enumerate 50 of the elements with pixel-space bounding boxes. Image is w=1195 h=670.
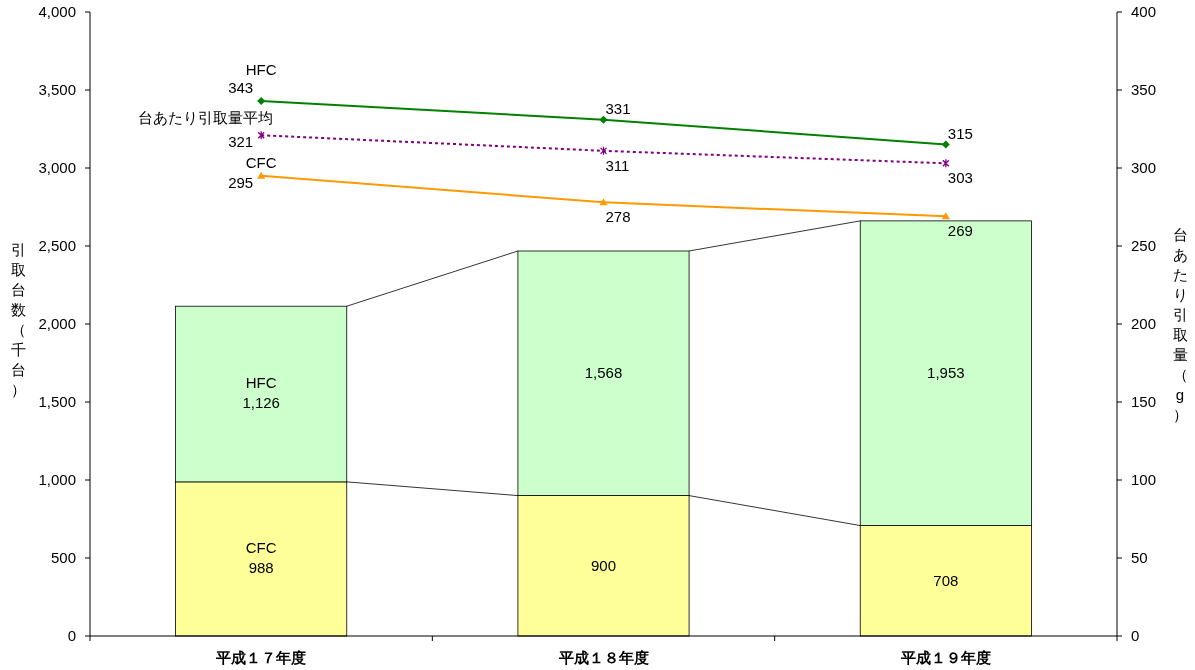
y2-tick-label: 250 — [1131, 237, 1157, 254]
data-label: 900 — [590, 556, 617, 574]
y2-tick-label: 200 — [1131, 315, 1157, 332]
y2-tick-label: 0 — [1131, 627, 1140, 644]
data-label: 331 — [605, 99, 631, 117]
x-tick-label: 平成１７年度 — [215, 649, 307, 666]
text: 台あたり引取量（g） — [1172, 226, 1188, 423]
y2-tick-label: 400 — [1131, 3, 1157, 20]
point — [257, 96, 266, 105]
data-label: 1,126 — [242, 394, 280, 412]
data-label: 1,953 — [927, 364, 965, 382]
y-tick-label: 2,000 — [38, 315, 76, 332]
y-tick-label: 2,500 — [38, 237, 76, 254]
point — [599, 146, 608, 156]
series-label: CFC — [245, 538, 277, 556]
data-label: 321 — [228, 133, 254, 151]
y2-tick-label: 300 — [1131, 159, 1157, 176]
data-label: 988 — [248, 558, 274, 576]
y-tick-label: 500 — [50, 549, 76, 566]
point — [942, 158, 950, 168]
data-label: 303 — [947, 169, 973, 187]
y-axis-title: 引取台数（千台） — [10, 241, 26, 398]
point — [257, 130, 265, 140]
data-label: 343 — [228, 78, 254, 96]
series-label: CFC — [245, 153, 277, 171]
y-tick-label: 4,000 — [38, 3, 76, 20]
y-tick-label: 1,500 — [38, 393, 76, 410]
x-tick-label: 平成１８年度 — [557, 649, 649, 666]
data-label: 1,568 — [584, 364, 623, 382]
y-tick-label: 0 — [67, 627, 76, 644]
data-label: 311 — [605, 156, 630, 174]
y2-tick-label: 350 — [1131, 81, 1157, 98]
data-label: 315 — [947, 124, 973, 142]
data-label: 278 — [605, 208, 631, 226]
data-label: 708 — [933, 571, 959, 589]
x-tick-label: 平成１９年度 — [899, 649, 991, 666]
point — [257, 171, 266, 179]
data-label: 295 — [228, 173, 254, 191]
data-label: 269 — [947, 222, 973, 240]
y2-tick-label: 50 — [1131, 549, 1148, 566]
y2-tick-label: 100 — [1131, 471, 1157, 488]
series-label: 台あたり引取量平均 — [138, 109, 274, 127]
series-label: HFC — [245, 60, 277, 78]
series-label: HFC — [245, 374, 277, 392]
y2-tick-label: 150 — [1131, 393, 1157, 410]
point — [599, 115, 608, 124]
point — [941, 140, 950, 149]
y-tick-label: 1,000 — [38, 471, 76, 488]
y-tick-label: 3,500 — [38, 81, 76, 98]
y-tick-label: 3,000 — [38, 159, 76, 176]
